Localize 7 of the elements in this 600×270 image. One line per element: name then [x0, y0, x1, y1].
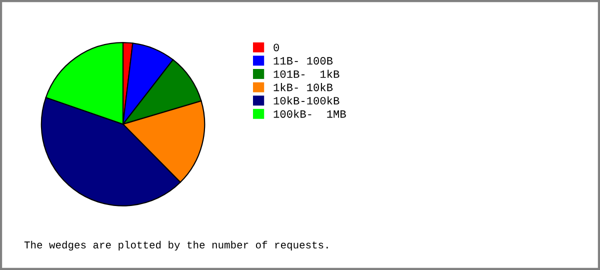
- legend-label: 1kB- 10kB: [274, 83, 333, 92]
- legend-label: 0: [274, 44, 279, 52]
- legend-label: 10kB-100kB: [274, 96, 340, 105]
- legend-label: 100kB- 1MB: [274, 110, 346, 118]
- text: The wedges are plotted by the number of requests.: [24, 240, 328, 251]
- legend-label: 101B- 1kB: [274, 70, 340, 78]
- legend-label: 11B- 100B: [274, 57, 333, 65]
